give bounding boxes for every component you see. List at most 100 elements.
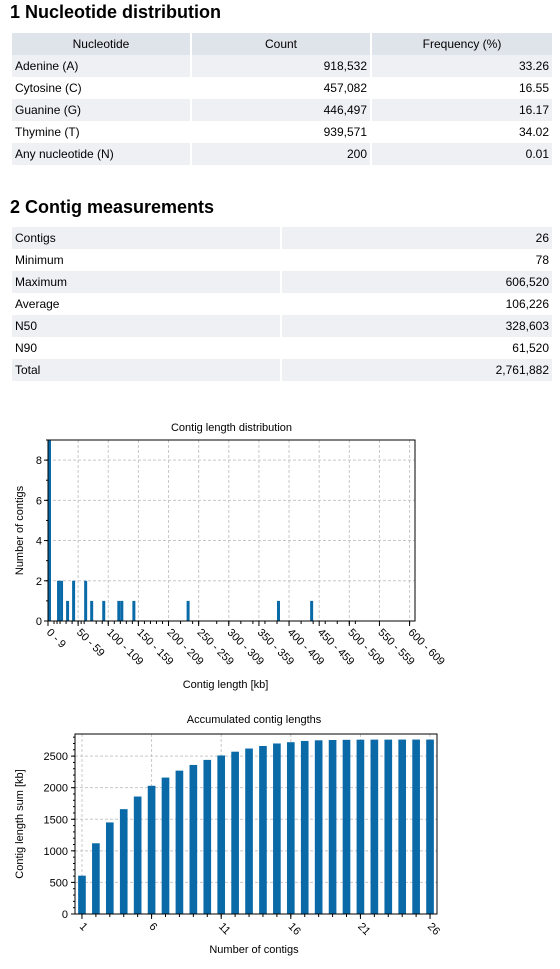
table-row: N50 328,603 (12, 315, 552, 337)
x-tick-label: 50 - 59 (74, 627, 107, 660)
contig-metric-value: 61,520 (282, 337, 552, 359)
y-tick-label: 2000 (44, 783, 68, 795)
cumulative-bar (147, 785, 156, 914)
histogram-bar (117, 600, 121, 621)
cumulative-bar (300, 740, 309, 914)
contig-metric-name: Average (12, 293, 280, 315)
y-tick-label: 500 (50, 877, 68, 889)
y-tick-label: 1000 (44, 846, 68, 858)
col-header-count: Count (192, 33, 370, 55)
nucleotide-count: 200 (192, 143, 370, 165)
nucleotide-name: Guanine (G) (12, 99, 190, 121)
nucleotide-name: Cytosine (C) (12, 77, 190, 99)
cumulative-bar (314, 740, 323, 914)
x-tick-label: 11 (216, 921, 233, 938)
table-row: Cytosine (C) 457,082 16.55 (12, 77, 552, 99)
nucleotide-table: Nucleotide Count Frequency (%) Adenine (… (10, 33, 554, 165)
cumulative-bar (259, 746, 267, 914)
nucleotide-count: 939,571 (192, 121, 370, 143)
histogram-bar (60, 580, 64, 621)
histogram-bar (276, 600, 280, 621)
chart-title: Accumulated contig lengths (187, 714, 322, 726)
nucleotide-frequency: 0.01 (372, 143, 552, 165)
table-row: Average 106,226 (12, 293, 552, 315)
nucleotide-section-title: 1 Nucleotide distribution (10, 2, 222, 22)
y-tick-label: 2500 (44, 751, 68, 763)
x-tick-label: 1 (77, 921, 90, 934)
col-header-frequency: Frequency (%) (372, 33, 552, 55)
contig-metric-value: 606,520 (282, 271, 552, 293)
y-tick-label: 0 (36, 616, 42, 628)
cumulative-bar (78, 875, 86, 914)
nucleotide-count: 918,532 (192, 55, 370, 77)
x-tick-label: 6 (146, 921, 159, 934)
x-tick-label: 16 (286, 921, 303, 938)
cumulative-bar (384, 739, 393, 914)
contig-metric-name: N50 (12, 315, 280, 337)
cumulative-bar (92, 843, 100, 914)
histogram-bar (72, 580, 76, 621)
y-tick-label: 8 (36, 455, 42, 467)
histogram-bar (120, 600, 124, 621)
histogram-bar (90, 600, 94, 621)
cumulative-bar (217, 755, 226, 914)
plot-area (75, 734, 437, 914)
contig-length-distribution-chart: Contig length distribution 0 2 4 6 8 0 - 9 50 -… (14, 422, 447, 691)
contig-metric-value: 26 (282, 227, 552, 249)
cumulative-bar (273, 743, 281, 914)
histogram-bar (186, 600, 190, 621)
contig-metric-value: 2,761,882 (282, 359, 552, 381)
contig-metric-name: Total (12, 359, 280, 381)
y-tick-label: 4 (36, 536, 42, 548)
histogram-bar (132, 600, 136, 621)
y-axis-label: Number of contigs (14, 485, 26, 575)
table-row: Adenine (A) 918,532 33.26 (12, 55, 552, 77)
nucleotide-name: Adenine (A) (12, 55, 190, 77)
y-tick-label: 1500 (44, 814, 68, 826)
cumulative-bar (370, 739, 379, 914)
table-row: Guanine (G) 446,497 16.17 (12, 99, 552, 121)
x-axis-label: Contig length [kb] (183, 679, 269, 691)
x-tick-label: 21 (355, 921, 372, 938)
table-row: Any nucleotide (N) 200 0.01 (12, 143, 552, 165)
cumulative-bar (231, 751, 239, 914)
cumulative-bar (245, 748, 253, 914)
x-axis-label: Number of contigs (209, 944, 299, 956)
histogram-bar (57, 580, 61, 621)
contig-metric-name: N90 (12, 337, 280, 359)
histogram-bar (66, 600, 70, 621)
table-row: Thymine (T) 939,571 34.02 (12, 121, 552, 143)
contig-section-title: 2 Contig measurements (10, 197, 215, 217)
contig-metric-value: 106,226 (282, 293, 552, 315)
nucleotide-name: Thymine (T) (12, 121, 190, 143)
plot-frame (74, 733, 438, 915)
table-row: N90 61,520 (12, 337, 552, 359)
cumulative-bar (398, 739, 407, 914)
nucleotide-count: 446,497 (192, 99, 370, 121)
y-axis-label: Contig length sum [kb] (14, 769, 26, 878)
nucleotide-frequency: 34.02 (372, 121, 552, 143)
x-tick-label: 0 - 9 (44, 627, 68, 651)
contig-metric-name: Maximum (12, 271, 280, 293)
cumulative-bar (286, 742, 295, 914)
y-tick-label: 6 (36, 495, 42, 507)
table-row: Minimum 78 (12, 249, 552, 271)
col-header-nucleotide: Nucleotide (12, 33, 190, 55)
nucleotide-frequency: 16.55 (372, 77, 552, 99)
cumulative-bar (412, 739, 420, 914)
contig-metric-value: 328,603 (282, 315, 552, 337)
chart-title: Contig length distribution (171, 422, 292, 434)
cumulative-bar (342, 739, 351, 914)
contig-metric-name: Contigs (12, 227, 280, 249)
y-tick-label: 2 (36, 576, 42, 588)
cumulative-bar (133, 796, 142, 914)
cumulative-bar (426, 739, 434, 914)
cumulative-bar (189, 764, 198, 914)
histogram-bar (102, 600, 106, 621)
cumulative-bar (105, 822, 114, 914)
cumulative-bar (356, 739, 365, 914)
x-tick-label: 26 (425, 921, 442, 938)
accumulated-contig-lengths-chart: Accumulated contig lengths 0 500 1000 1500 20… (14, 714, 442, 956)
histogram-bar (310, 600, 314, 621)
contig-table: Contigs 26 Minimum 78 Maximum 606,520 Av… (10, 227, 554, 381)
